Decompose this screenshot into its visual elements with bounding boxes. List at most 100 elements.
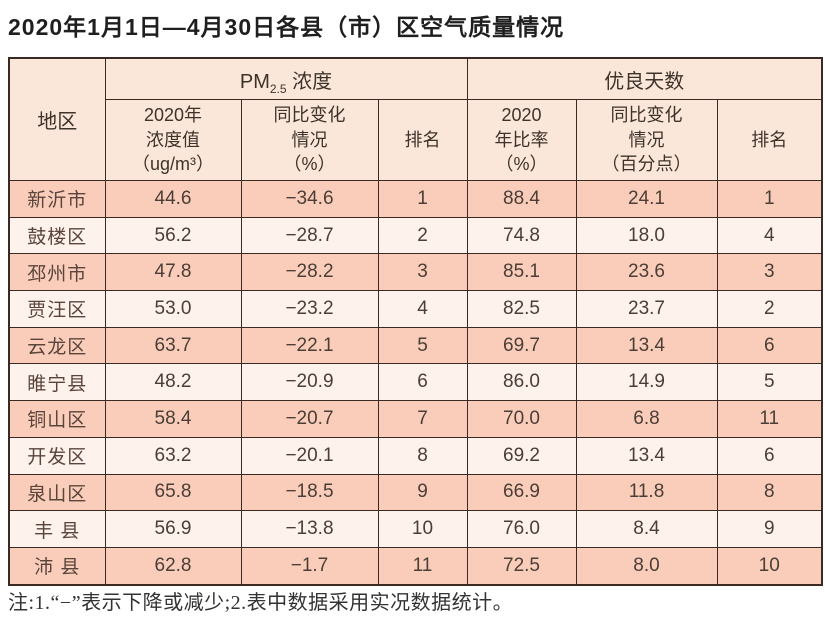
good-change-cell: 23.7 — [575, 290, 718, 328]
table-header: 地区 PM2.5 浓度 优良天数 2020年 浓度值 （ug/m³） 同比变化 … — [8, 57, 823, 181]
region-cell: 泉山区 — [8, 473, 106, 512]
air-quality-table: 地区 PM2.5 浓度 优良天数 2020年 浓度值 （ug/m³） 同比变化 … — [8, 57, 823, 586]
pm-value-cell: 44.6 — [104, 180, 242, 218]
region-cell: 睢宁县 — [8, 363, 106, 402]
pm-value-cell: 47.8 — [104, 253, 242, 292]
good-rate-cell: 86.0 — [466, 363, 577, 402]
good-rate-cell: 76.0 — [466, 510, 577, 548]
good-rank-cell: 6 — [716, 326, 823, 365]
pm-value-cell: 53.0 — [104, 290, 242, 328]
pm-rank-cell: 6 — [377, 363, 468, 402]
pm-change-cell: −20.1 — [240, 436, 379, 475]
pm-change-cell: −13.8 — [240, 510, 379, 548]
col-header-pm-value: 2020年 浓度值 （ug/m³） — [104, 99, 242, 181]
good-rank-cell: 1 — [716, 180, 823, 218]
pm-change-cell: −22.1 — [240, 326, 379, 365]
good-change-cell: 13.4 — [575, 326, 718, 365]
table-row: 鼓楼区 56.2 −28.7 2 74.8 18.0 4 — [8, 216, 823, 255]
pm-rank-cell: 4 — [377, 290, 468, 328]
table-row: 新沂市 44.6 −34.6 1 88.4 24.1 1 — [8, 180, 823, 218]
pm25-subscript: 2.5 — [269, 81, 287, 96]
good-rate-cell: 72.5 — [466, 546, 577, 586]
region-cell: 新沂市 — [8, 180, 106, 218]
group-header-row: 地区 PM2.5 浓度 优良天数 — [8, 57, 823, 181]
pm-rank-cell: 10 — [377, 510, 468, 548]
good-rate-cell: 88.4 — [466, 180, 577, 218]
pm-change-cell: −18.5 — [240, 473, 379, 512]
good-change-cell: 23.6 — [575, 253, 718, 292]
col-header-pm-rank: 排名 — [377, 99, 468, 181]
good-rank-cell: 3 — [716, 253, 823, 292]
pm25-prefix: PM — [239, 70, 270, 93]
group-header-good-days: 优良天数 — [466, 57, 823, 100]
col-header-good-rate: 2020 年比率 （%） — [466, 99, 577, 181]
sub-header-row: 2020年 浓度值 （ug/m³） 同比变化 情况 （%） 排名 2020 年比… — [9, 99, 823, 181]
pm-change-cell: −28.7 — [240, 216, 379, 255]
good-rank-cell: 10 — [716, 546, 823, 586]
good-rate-cell: 69.7 — [466, 326, 577, 365]
region-cell: 云龙区 — [8, 326, 106, 365]
pm-rank-cell: 3 — [377, 253, 468, 292]
col-header-pm-change: 同比变化 情况 （%） — [240, 99, 379, 181]
pm-value-cell: 48.2 — [104, 363, 242, 402]
good-rate-cell: 66.9 — [466, 473, 577, 512]
good-rank-cell: 8 — [716, 473, 823, 512]
group-header-pm25: PM2.5 浓度 — [104, 57, 468, 100]
pm25-suffix: 浓度 — [286, 70, 333, 93]
pm-value-cell: 56.9 — [104, 510, 242, 548]
region-cell: 邳州市 — [8, 253, 106, 292]
footnote: 注:1.“−”表示下降或减少;2.表中数据采用实况数据统计。 — [8, 592, 514, 614]
region-cell: 沛 县 — [8, 546, 106, 586]
table-row: 邳州市 47.8 −28.2 3 85.1 23.6 3 — [8, 253, 823, 292]
table-row: 云龙区 63.7 −22.1 5 69.7 13.4 6 — [8, 326, 823, 365]
pm-change-cell: −23.2 — [240, 290, 379, 328]
good-change-cell: 24.1 — [575, 180, 718, 218]
col-header-good-change: 同比变化 情况 （百分点） — [575, 99, 718, 181]
table-row: 铜山区 58.4 −20.7 7 70.0 6.8 11 — [8, 400, 823, 438]
pm-change-cell: −20.7 — [240, 400, 379, 438]
good-change-cell: 13.4 — [575, 436, 718, 475]
pm-rank-cell: 1 — [377, 180, 468, 218]
pm-change-cell: −34.6 — [240, 180, 379, 218]
good-rate-cell: 69.2 — [466, 436, 577, 475]
table-row: 贾汪区 53.0 −23.2 4 82.5 23.7 2 — [8, 290, 823, 328]
table-row: 开发区 63.2 −20.1 8 69.2 13.4 6 — [8, 436, 823, 475]
table-row: 睢宁县 48.2 −20.9 6 86.0 14.9 5 — [8, 363, 823, 402]
good-change-cell: 11.8 — [575, 473, 718, 512]
region-cell: 丰 县 — [8, 510, 106, 548]
good-change-cell: 8.4 — [575, 510, 718, 548]
pm-value-cell: 63.7 — [104, 326, 242, 365]
good-change-cell: 14.9 — [575, 363, 718, 402]
good-rate-cell: 70.0 — [466, 400, 577, 438]
pm-rank-cell: 5 — [377, 326, 468, 365]
good-rank-cell: 4 — [716, 216, 823, 255]
col-header-region: 地区 — [8, 57, 106, 181]
pm-value-cell: 63.2 — [104, 436, 242, 475]
region-cell: 铜山区 — [8, 400, 106, 438]
good-rank-cell: 2 — [716, 290, 823, 328]
pm-change-cell: −1.7 — [240, 546, 379, 586]
page-title: 2020年1月1日—4月30日各县（市）区空气质量情况 — [8, 14, 565, 40]
pm-change-cell: −20.9 — [240, 363, 379, 402]
table-body: 新沂市 44.6 −34.6 1 88.4 24.1 1 鼓楼区 56.2 −2… — [8, 180, 823, 586]
pm-value-cell: 58.4 — [104, 400, 242, 438]
table-row: 泉山区 65.8 −18.5 9 66.9 11.8 8 — [8, 473, 823, 512]
pm-value-cell: 56.2 — [104, 216, 242, 255]
good-rank-cell: 11 — [716, 400, 823, 438]
table-row: 沛 县 62.8 −1.7 11 72.5 8.0 10 — [8, 546, 823, 586]
pm-rank-cell: 9 — [377, 473, 468, 512]
pm-rank-cell: 11 — [377, 546, 468, 586]
good-rank-cell: 5 — [716, 363, 823, 402]
col-header-good-rank: 排名 — [716, 99, 823, 181]
pm-rank-cell: 7 — [377, 400, 468, 438]
good-change-cell: 18.0 — [575, 216, 718, 255]
good-change-cell: 6.8 — [575, 400, 718, 438]
region-cell: 开发区 — [8, 436, 106, 475]
good-rate-cell: 82.5 — [466, 290, 577, 328]
good-rate-cell: 74.8 — [466, 216, 577, 255]
good-rank-cell: 6 — [716, 436, 823, 475]
region-cell: 鼓楼区 — [8, 216, 106, 255]
region-cell: 贾汪区 — [8, 290, 106, 328]
good-change-cell: 8.0 — [575, 546, 718, 586]
